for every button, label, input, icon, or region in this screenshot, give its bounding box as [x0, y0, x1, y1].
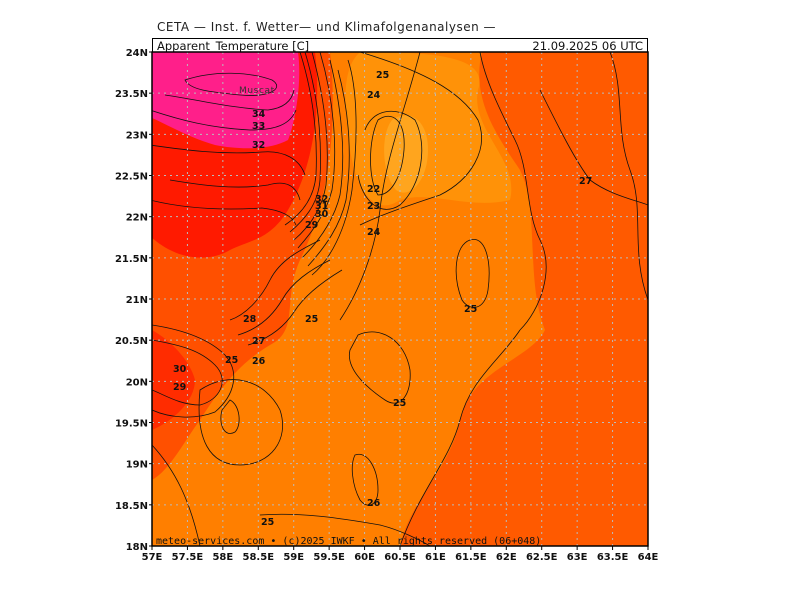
longitude-tick-label: 58E — [212, 552, 233, 563]
latitude-tick-label: 21.5N — [115, 254, 148, 265]
contour-label: 29 — [305, 220, 318, 231]
latitude-tick-label: 24N — [126, 48, 148, 59]
contour-label: 34 — [252, 109, 266, 120]
contour-label: 24 — [367, 227, 381, 238]
contour-label: 25 — [261, 517, 274, 528]
contour-label: 26 — [252, 356, 266, 367]
contour-label: 25 — [376, 70, 389, 81]
contour-label: 30 — [173, 364, 187, 375]
longitude-tick-label: 62.5E — [526, 552, 558, 563]
contour-label: 26 — [367, 498, 381, 509]
contour-label: 33 — [252, 121, 265, 132]
copyright-footer: meteo-services.com • (c)2025 IWKF • All … — [156, 536, 541, 547]
contour-label: 23 — [367, 201, 380, 212]
latitude-tick-label: 23.5N — [115, 89, 148, 100]
contour-label: 25 — [464, 304, 477, 315]
latitude-tick-label: 20N — [126, 377, 148, 388]
contour-label: 24 — [367, 90, 381, 101]
longitude-tick-label: 59.5E — [313, 552, 345, 563]
contour-label: 27 — [579, 176, 592, 187]
place-label-muscat: Muscat — [239, 86, 275, 96]
contour-label: 25 — [305, 314, 318, 325]
longitude-axis: 57E 57.5E 58E 58.5E 59E 59.5E 60E 60.5E 61E 61.5E… — [142, 546, 659, 563]
latitude-tick-label: 20.5N — [115, 336, 148, 347]
map-title-bar: Apparent_Temperature [C] 21.09.2025 06 U… — [152, 38, 648, 53]
field-band-32-plus — [152, 52, 300, 149]
contour-label: 32 — [252, 140, 265, 151]
longitude-tick-label: 60E — [354, 552, 375, 563]
latitude-tick-label: 19N — [126, 460, 148, 471]
latitude-axis: 24N 23.5N 23N 22.5N 22N 21.5N 21N 20.5N 20N 19.5N… — [115, 48, 152, 553]
contour-label: 25 — [225, 355, 238, 366]
grid-lines — [152, 52, 648, 546]
field-band-29-32-south — [152, 330, 195, 430]
contour-label: 31 — [315, 201, 328, 212]
latitude-tick-label: 18N — [126, 542, 148, 553]
contour-label: 29 — [173, 382, 186, 393]
latitude-tick-label: 22.5N — [115, 172, 148, 183]
longitude-tick-label: 60.5E — [384, 552, 416, 563]
contour-label: 27 — [252, 336, 265, 347]
longitude-tick-label: 61.5E — [455, 552, 487, 563]
latitude-tick-label: 21N — [126, 295, 148, 306]
latitude-tick-label: 22N — [126, 213, 148, 224]
parameter-label: Apparent_Temperature [C] — [157, 39, 310, 53]
longitude-tick-label: 61E — [425, 552, 446, 563]
source-header: CETA — Inst. f. Wetter— und Klimafolgena… — [157, 20, 497, 34]
longitude-tick-label: 57.5E — [172, 552, 204, 563]
contour-label: 25 — [393, 398, 406, 409]
contour-labels: 25 24 34 33 32 22 23 32 31 30 29 24 27 2… — [173, 70, 592, 528]
longitude-tick-label: 64E — [638, 552, 659, 563]
longitude-tick-label: 59E — [283, 552, 304, 563]
longitude-tick-label: 63.5E — [597, 552, 629, 563]
latitude-tick-label: 18.5N — [115, 501, 148, 512]
latitude-tick-label: 19.5N — [115, 419, 148, 430]
longitude-tick-label: 58.5E — [243, 552, 275, 563]
longitude-tick-label: 63E — [567, 552, 588, 563]
contour-label: 30 — [315, 209, 329, 220]
latitude-tick-label: 23N — [126, 130, 148, 141]
datetime-label: 21.09.2025 06 UTC — [532, 39, 643, 53]
contour-label: 22 — [367, 184, 380, 195]
contour-label: 32 — [315, 194, 328, 205]
longitude-tick-label: 62E — [496, 552, 517, 563]
contour-label: 28 — [243, 314, 257, 325]
longitude-tick-label: 57E — [142, 552, 163, 563]
